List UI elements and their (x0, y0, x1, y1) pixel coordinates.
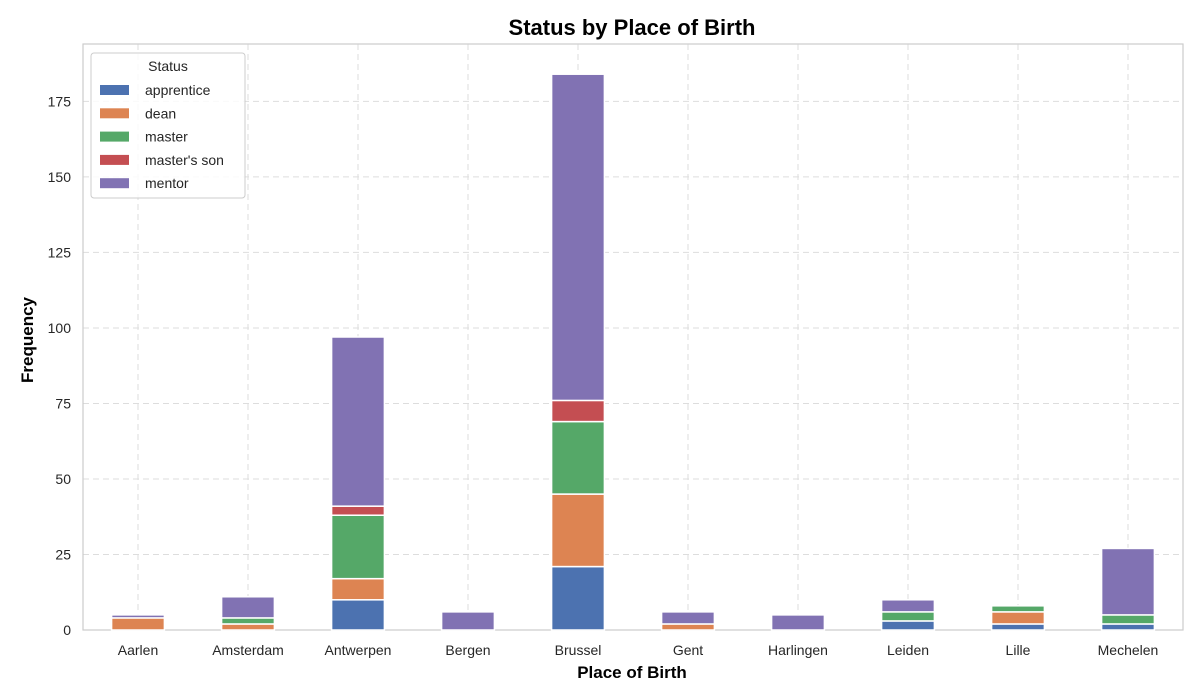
bar-segment (880, 611, 936, 622)
x-tick-label: Mechelen (1098, 642, 1159, 658)
bar-segment (330, 505, 386, 516)
legend-swatch (100, 108, 129, 119)
bar-segment (550, 73, 606, 402)
bar-segment (990, 623, 1046, 631)
x-tick-label: Amsterdam (212, 642, 284, 658)
y-tick-label: 125 (48, 244, 72, 260)
bar-segment (990, 611, 1046, 625)
bar-segment (550, 565, 606, 631)
legend-box (90, 52, 246, 199)
y-axis-title: Frequency (18, 296, 37, 383)
bar-segment (550, 493, 606, 568)
y-tick-label: 150 (48, 169, 72, 185)
legend-swatch (100, 154, 129, 165)
legend-label: apprentice (145, 82, 211, 98)
bar-segment (880, 599, 936, 613)
bars-layer (110, 73, 1156, 631)
legend-title: Status (148, 58, 188, 74)
bar-segment (330, 514, 386, 580)
x-axis-title: Place of Birth (577, 663, 687, 682)
legend-label: dean (145, 105, 176, 121)
x-tick-label: Gent (673, 642, 703, 658)
y-tick-label: 0 (63, 622, 71, 638)
x-tick-label: Leiden (887, 642, 929, 658)
bar-segment (660, 623, 716, 631)
bar-segment (330, 599, 386, 631)
plot-frame (82, 43, 1184, 631)
x-tick-label: Harlingen (768, 642, 828, 658)
y-tick-label: 75 (55, 395, 71, 411)
bar-segment (1100, 614, 1156, 625)
bar-segment (880, 620, 936, 631)
x-tick-label: Brussel (555, 642, 602, 658)
bar-segment (110, 617, 166, 631)
bar-segment (770, 614, 826, 631)
legend-swatch (100, 178, 129, 189)
bar-segment (220, 617, 276, 625)
legend-swatch (100, 85, 129, 95)
legend-label: mentor (145, 175, 189, 191)
y-tick-label: 50 (55, 471, 71, 487)
y-tick-label: 175 (48, 93, 72, 109)
bar-segment (660, 611, 716, 625)
bar-segment (1100, 623, 1156, 631)
bar-segment (1100, 547, 1156, 616)
bar-segment (550, 399, 606, 423)
bar-segment (110, 614, 166, 619)
bar-segment (550, 420, 606, 495)
bar-segment (220, 623, 276, 631)
legend: Status apprentice dean master master's son m… (90, 52, 246, 199)
ticks-layer: 0 25 50 75 100 125 150 175 Aarlen Amsterdam Antwer… (48, 93, 1159, 658)
bar-segment (330, 577, 386, 601)
x-tick-label: Bergen (445, 642, 490, 658)
bar-segment (440, 611, 496, 631)
x-tick-label: Antwerpen (325, 642, 392, 658)
y-tick-label: 25 (55, 546, 71, 562)
legend-items: apprentice dean master master's son mentor (100, 82, 224, 191)
bar-segment (220, 596, 276, 619)
legend-label: master (145, 129, 188, 145)
legend-swatch (100, 131, 129, 142)
bar-segment (990, 605, 1046, 613)
y-tick-label: 100 (48, 320, 72, 336)
chart-title: Status by Place of Birth (509, 15, 756, 40)
bar-segment (330, 336, 386, 507)
x-tick-label: Aarlen (118, 642, 158, 658)
legend-label: master's son (145, 152, 224, 168)
x-tick-label: Lille (1006, 642, 1031, 658)
